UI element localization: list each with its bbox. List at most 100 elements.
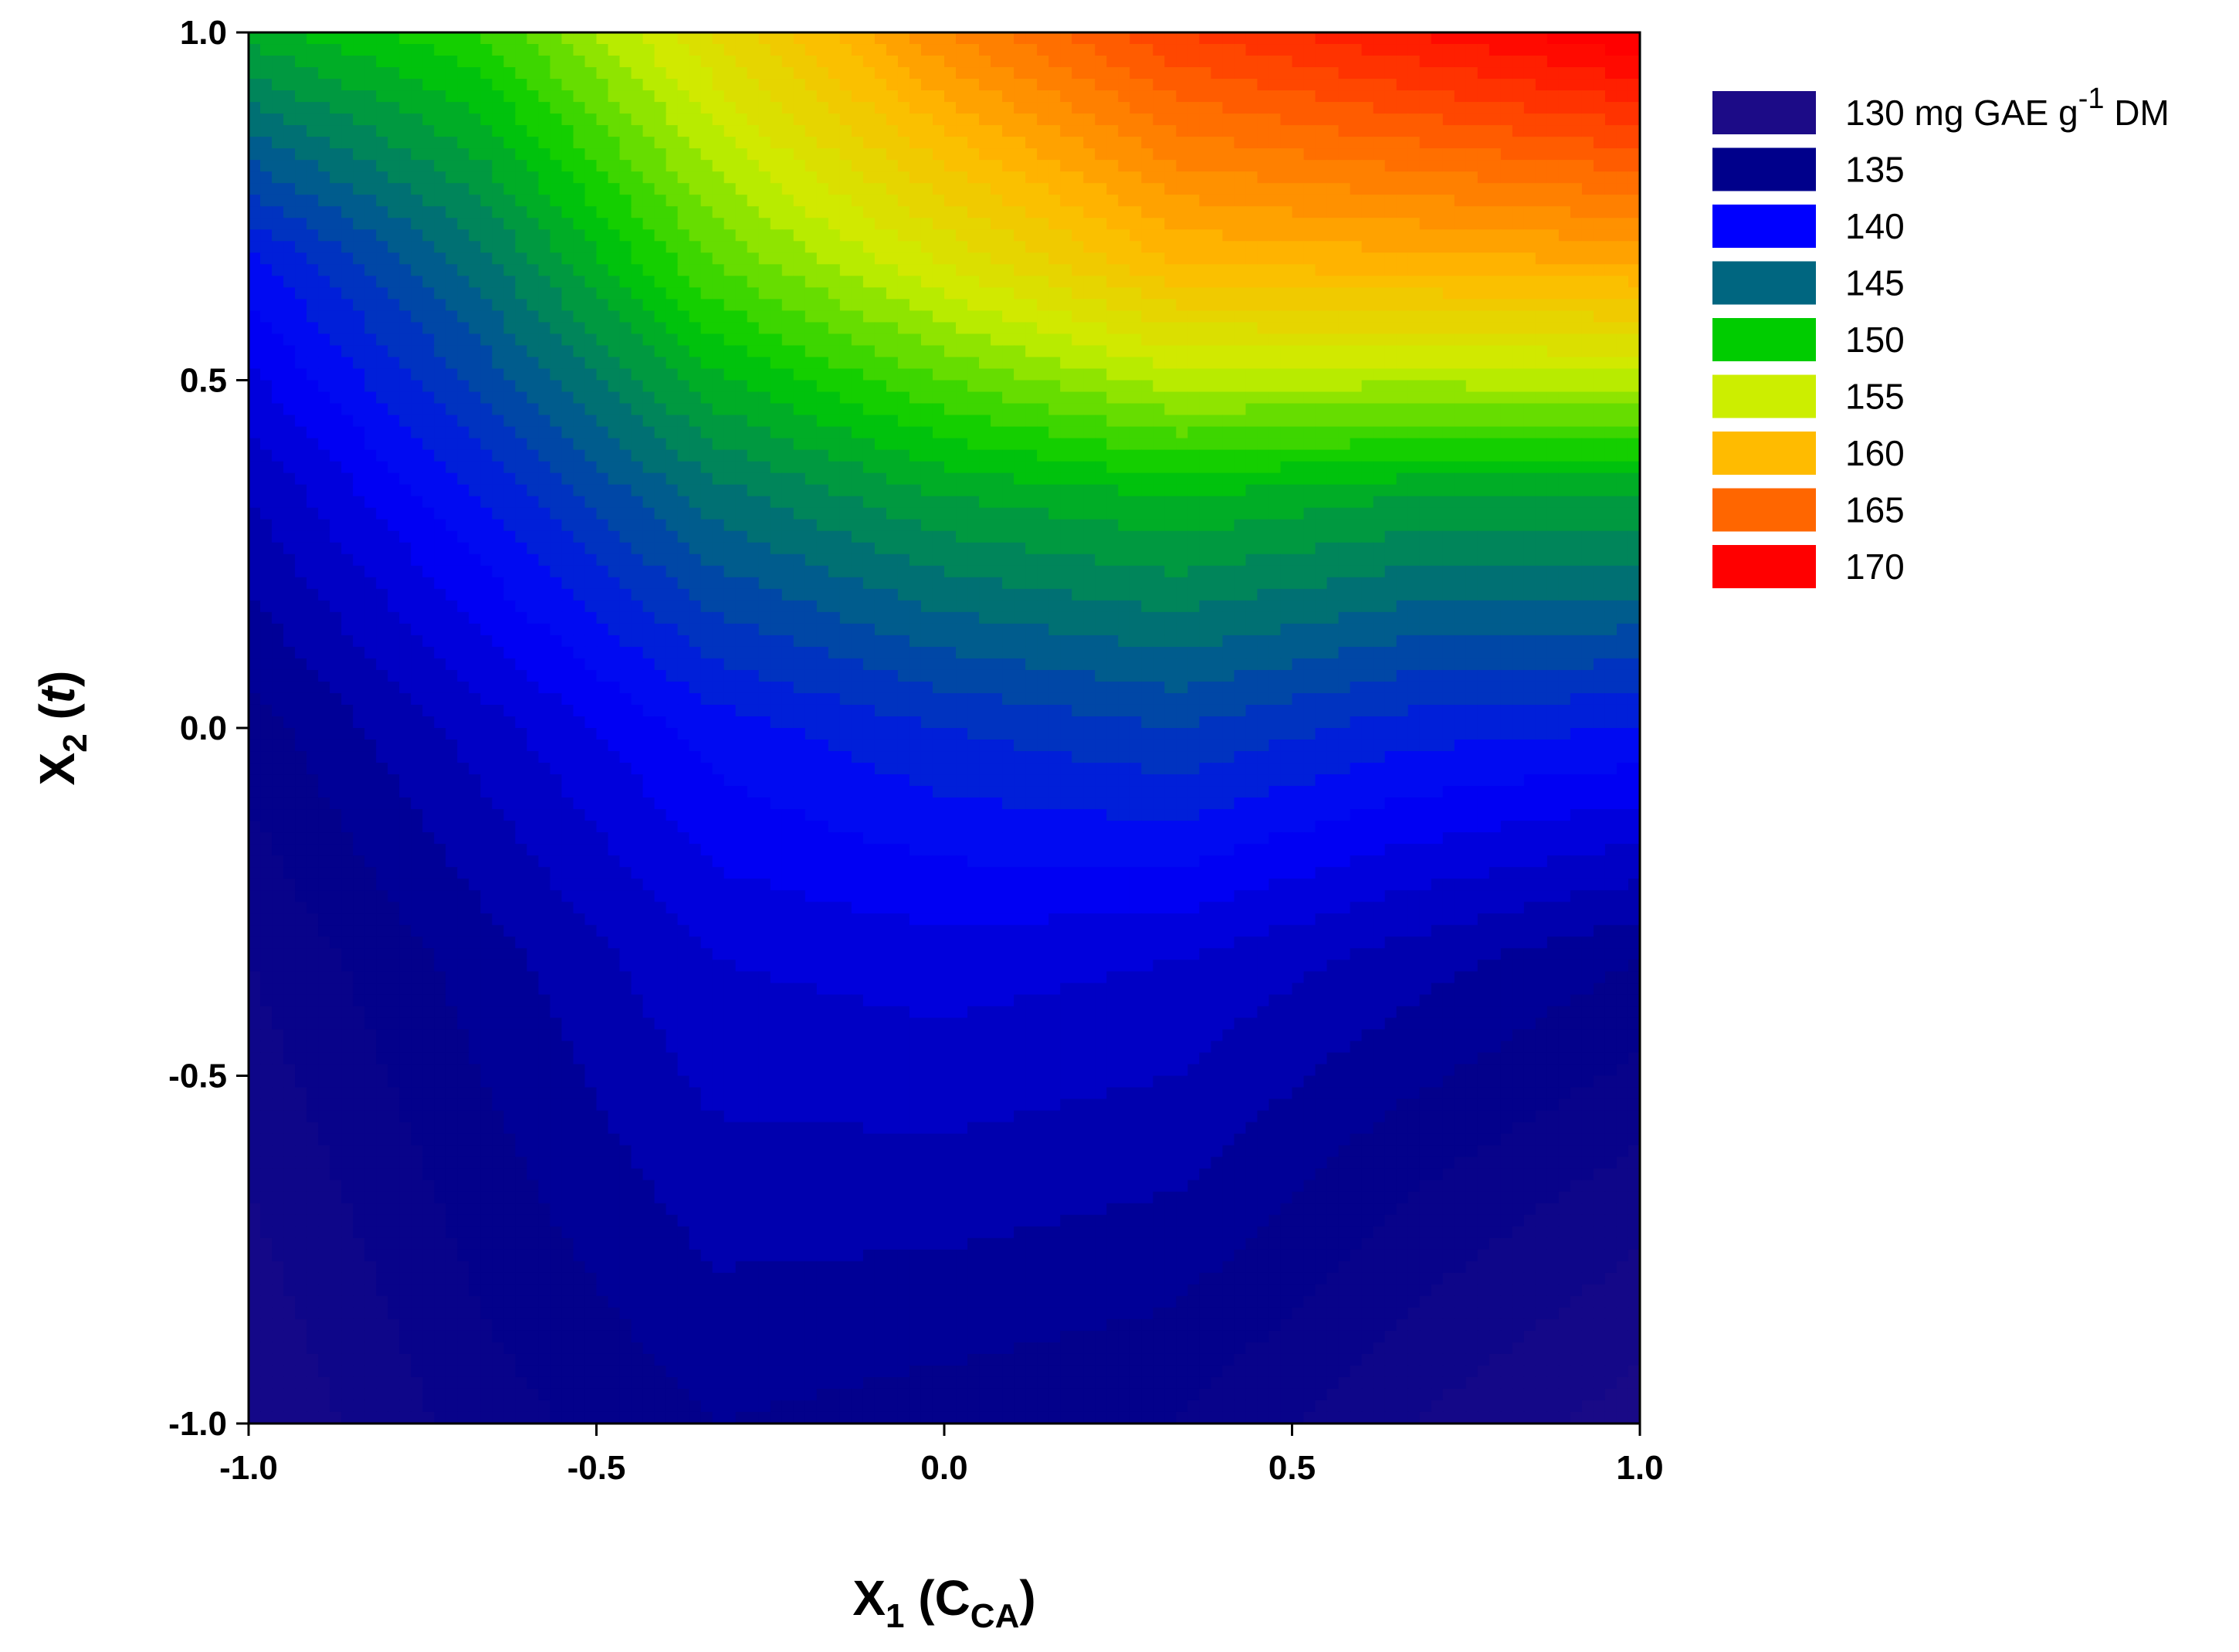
contour-cell [330,333,342,347]
contour-cell [538,229,551,242]
contour-cell [1581,415,1594,428]
contour-cell [573,148,586,161]
contour-cell [1396,241,1409,253]
contour-cell [1477,113,1490,126]
contour-cell [1604,183,1617,195]
contour-cell [1280,276,1293,288]
contour-cell [422,461,435,474]
contour-cell [1106,137,1119,149]
contour-cell [1176,137,1188,149]
contour-cell [1083,426,1096,439]
contour-cell [1072,252,1084,265]
contour-cell [735,403,748,416]
contour-cell [1280,56,1293,68]
contour-cell [1048,252,1061,265]
contour-cell [1512,426,1525,439]
contour-cell [1048,171,1061,184]
contour-cell [944,171,957,184]
contour-cell [318,415,330,428]
contour-cell [1326,218,1340,230]
contour-cell [1373,171,1386,184]
contour-cell [1315,32,1328,45]
contour-cell [538,426,551,439]
contour-cell [1500,426,1513,439]
contour-cell [1187,322,1200,335]
contour-cell [561,56,574,68]
contour-cell [1373,206,1386,218]
contour-cell [1083,333,1096,347]
contour-cell [1535,299,1548,311]
contour-cell [1303,345,1316,358]
contour-cell [1419,67,1432,80]
contour-cell [735,507,748,520]
contour-cell [816,426,829,439]
contour-cell [1593,102,1606,114]
contour-cell [1593,171,1606,184]
contour-cell [596,345,609,358]
contour-cell [874,171,887,184]
contour-cell [1072,507,1084,520]
contour-cell [376,79,388,91]
contour-cell [1245,229,1258,242]
contour-cell [388,252,400,265]
contour-cell [1465,137,1479,149]
contour-cell [874,391,887,405]
contour-cell [503,171,516,184]
contour-cell [1604,333,1617,347]
contour-cell [1025,79,1038,91]
contour-cell [272,333,284,347]
contour-cell [1512,218,1525,230]
contour-cell [1269,137,1282,149]
contour-cell [1234,333,1247,347]
contour-cell [804,415,818,428]
contour-cell [712,264,725,276]
contour-cell [608,113,621,126]
contour-cell [1014,102,1026,114]
contour-cell [1037,276,1049,288]
contour-cell [642,461,655,474]
contour-cell [712,357,725,370]
contour-cell [770,195,783,207]
contour-cell [1211,496,1223,509]
contour-cell [422,67,435,80]
contour-cell [1269,67,1282,80]
contour-cell [1628,357,1640,370]
contour-cell [1060,380,1072,393]
contour-cell [445,380,458,393]
contour-cell [608,403,621,416]
contour-cell [1500,333,1513,347]
contour-cell [492,449,504,462]
contour-cell [747,252,760,265]
contour-cell [515,102,527,114]
contour-cell [341,195,354,207]
contour-cell [723,368,737,381]
contour-cell [1106,472,1119,486]
contour-cell [1338,241,1351,253]
contour-cell [932,299,945,311]
contour-cell [1095,264,1107,276]
contour-cell [283,218,296,230]
contour-cell [492,241,504,253]
contour-cell [920,113,933,126]
contour-cell [816,56,829,68]
contour-cell [1384,195,1397,207]
contour-cell [445,171,458,184]
contour-cell [318,252,330,265]
contour-cell [295,252,307,265]
contour-cell [712,206,725,218]
contour-cell [1407,461,1421,474]
contour-cell [1060,241,1072,253]
contour-cell [1269,148,1282,161]
contour-cell [979,426,991,439]
contour-cell [272,102,284,114]
contour-cell [1037,426,1049,439]
contour-cell [283,148,296,161]
contour-cell [886,195,899,207]
contour-cell [944,125,957,137]
contour-cell [897,148,910,161]
contour-cell [1002,229,1014,242]
contour-cell [1535,415,1548,428]
contour-cell [1500,195,1513,207]
contour-cell [1512,380,1525,393]
contour-cell [399,206,412,218]
